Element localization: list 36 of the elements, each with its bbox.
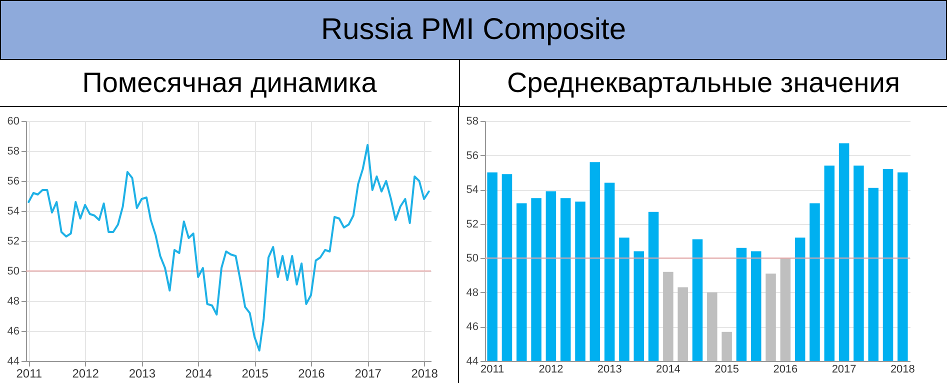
chart-title: Russia PMI Composite bbox=[0, 0, 947, 60]
x-tick-label: 2017 bbox=[354, 366, 382, 380]
y-tick-label: 58 bbox=[7, 146, 20, 158]
chart-subtitle: Среднеквартальные значения bbox=[506, 66, 902, 100]
x-tick-label: 2016 bbox=[298, 366, 326, 380]
y-tick-label: 44 bbox=[466, 356, 478, 368]
chart-subtitle: Помесячная динамика bbox=[0, 60, 460, 106]
y-tick-label: 50 bbox=[7, 266, 20, 278]
y-tick-label: 48 bbox=[7, 296, 20, 308]
x-tick-label: 2014 bbox=[185, 366, 212, 380]
y-tick-label: 56 bbox=[7, 176, 20, 188]
x-tick-label: 2011 bbox=[480, 364, 504, 376]
y-tick-label: 46 bbox=[466, 321, 478, 334]
x-tick-label: 2011 bbox=[16, 366, 42, 380]
y-tick-label: 52 bbox=[7, 236, 20, 248]
x-tick-label: 2017 bbox=[832, 364, 856, 376]
x-tick-label: 2013 bbox=[128, 366, 156, 380]
x-tick-label: 2014 bbox=[656, 364, 680, 376]
y-tick-label: 52 bbox=[466, 218, 478, 230]
y-tick-label: 44 bbox=[7, 356, 20, 368]
y-tick-label: 56 bbox=[466, 150, 478, 162]
y-tick-label: 48 bbox=[466, 286, 478, 299]
x-tick-label: 2012 bbox=[72, 366, 100, 380]
y-tick-label: 54 bbox=[7, 206, 20, 218]
x-tick-label: 2018 bbox=[890, 364, 915, 376]
x-tick-label: 2013 bbox=[597, 364, 622, 376]
y-tick-label: 58 bbox=[466, 116, 478, 128]
y-tick-label: 60 bbox=[7, 116, 20, 128]
y-tick-label: 50 bbox=[466, 252, 478, 265]
x-tick-label: 2015 bbox=[242, 366, 269, 380]
x-tick-label: 2012 bbox=[538, 364, 564, 376]
x-tick-label: 2018 bbox=[411, 366, 438, 380]
x-tick-label: 2016 bbox=[773, 364, 798, 376]
y-tick-label: 54 bbox=[466, 184, 478, 196]
y-tick-label: 46 bbox=[7, 326, 20, 338]
x-tick-label: 2015 bbox=[714, 364, 740, 376]
